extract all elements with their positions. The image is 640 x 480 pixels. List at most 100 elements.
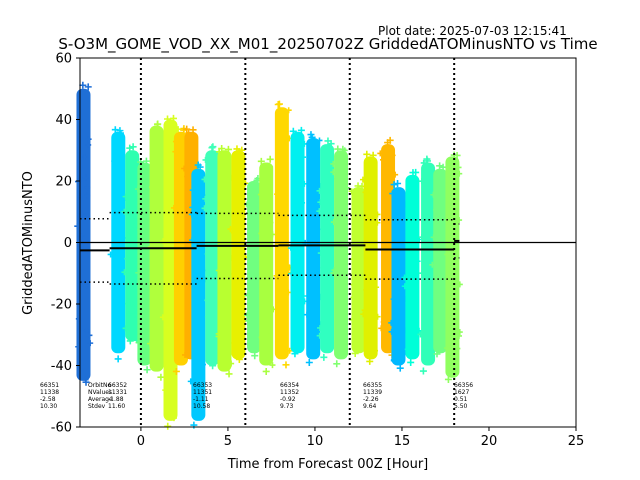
scatter-point bbox=[181, 165, 188, 172]
scatter-swath bbox=[121, 143, 144, 345]
scatter-point bbox=[263, 304, 270, 311]
scatter-point bbox=[239, 168, 246, 175]
scatter-point bbox=[439, 163, 447, 171]
scatter-point bbox=[168, 142, 175, 149]
scatter-point bbox=[228, 360, 235, 367]
swath-core bbox=[247, 181, 262, 354]
scatter-swath bbox=[444, 151, 463, 383]
scatter-point bbox=[126, 337, 134, 345]
scatter-point bbox=[135, 269, 142, 276]
scatter-point bbox=[418, 178, 425, 185]
scatter-point bbox=[230, 229, 237, 236]
stats-label: Average bbox=[88, 396, 113, 403]
orbit-stat-value: -2.58 bbox=[40, 396, 56, 403]
scatter-point bbox=[427, 326, 434, 333]
scatter-point bbox=[185, 129, 192, 136]
scatter-point bbox=[314, 226, 321, 233]
swath-core bbox=[306, 137, 321, 360]
scatter-point bbox=[164, 422, 172, 430]
scatter-point bbox=[446, 313, 453, 320]
swath-core bbox=[76, 88, 91, 381]
scatter-point bbox=[141, 327, 148, 334]
y-tick-label: -60 bbox=[51, 421, 72, 436]
scatter-point bbox=[350, 294, 357, 301]
scatter-point bbox=[338, 154, 345, 161]
scatter-point bbox=[374, 211, 381, 218]
scatter-point bbox=[380, 319, 387, 326]
scatter-point bbox=[172, 148, 179, 155]
scatter-swath bbox=[107, 126, 127, 363]
scatter-point bbox=[453, 151, 461, 159]
scatter-point bbox=[215, 267, 222, 274]
orbit-stat-value: 1627 bbox=[454, 389, 469, 396]
scatter-point bbox=[82, 378, 90, 386]
scatter-point bbox=[349, 256, 356, 263]
scatter-swath bbox=[429, 162, 451, 358]
scatter-point bbox=[173, 311, 180, 318]
scatter-point bbox=[209, 362, 217, 370]
x-tick-label: 5 bbox=[224, 434, 232, 449]
scatter-point bbox=[406, 329, 413, 336]
scatter-point bbox=[196, 163, 204, 171]
scatter-point bbox=[419, 333, 426, 340]
scatter-point bbox=[259, 211, 266, 218]
scatter-point bbox=[414, 258, 421, 265]
scatter-point bbox=[324, 283, 331, 290]
scatter-point bbox=[236, 201, 243, 208]
scatter-point bbox=[427, 209, 434, 216]
scatter-point bbox=[447, 250, 454, 257]
scatter-point bbox=[173, 209, 180, 216]
scatter-point bbox=[336, 301, 343, 308]
scatter-point bbox=[164, 404, 171, 411]
scatter-point bbox=[312, 196, 319, 203]
scatter-point bbox=[394, 179, 402, 187]
swath-core bbox=[351, 187, 366, 354]
scatter-point bbox=[113, 177, 120, 184]
scatter-point bbox=[355, 217, 362, 224]
scatter-point bbox=[409, 216, 416, 223]
scatter-point bbox=[236, 155, 243, 162]
scatter-point bbox=[142, 202, 149, 209]
scatter-point bbox=[135, 339, 142, 346]
scatter-point bbox=[184, 188, 191, 195]
scatter-point bbox=[444, 345, 451, 352]
scatter-point bbox=[303, 311, 310, 318]
scatter-point bbox=[193, 382, 200, 389]
scatter-point bbox=[389, 190, 396, 197]
y-axis: -60 -40 -20 0 20 40 60 bbox=[51, 52, 80, 436]
scatter-point bbox=[266, 155, 274, 163]
scatter-point bbox=[321, 198, 328, 205]
scatter-point bbox=[189, 126, 197, 134]
scatter-point bbox=[118, 153, 125, 160]
scatter-point bbox=[440, 179, 447, 186]
scatter-point bbox=[305, 140, 312, 147]
orbit-stat-value: 66353 bbox=[193, 382, 212, 389]
scatter-point bbox=[204, 250, 211, 257]
scatter-point bbox=[274, 191, 281, 198]
stats-label: OrbitNo bbox=[88, 382, 112, 389]
orbit-stat-value: 11352 bbox=[280, 389, 299, 396]
scatter-point bbox=[386, 158, 393, 165]
scatter-point bbox=[259, 287, 266, 294]
scatter-point bbox=[113, 337, 120, 344]
scatter-point bbox=[433, 303, 440, 310]
scatter-point bbox=[433, 350, 441, 358]
scatter-point bbox=[238, 246, 245, 253]
scatter-point bbox=[424, 287, 431, 294]
scatter-point bbox=[115, 316, 122, 323]
scatter-point bbox=[363, 150, 371, 158]
scatter-point bbox=[324, 177, 331, 184]
scatter-point bbox=[127, 229, 134, 236]
scatter-point bbox=[156, 290, 163, 297]
orbit-stat-value: 11338 bbox=[40, 389, 59, 396]
scatter-swath bbox=[147, 120, 167, 381]
scatter-point bbox=[175, 126, 182, 133]
orbit-stat-value: 66356 bbox=[454, 382, 473, 389]
scatter-point bbox=[396, 364, 404, 372]
scatter-point bbox=[198, 180, 205, 187]
scatter-point bbox=[151, 364, 158, 371]
scatter-point bbox=[430, 191, 437, 198]
scatter-point bbox=[197, 413, 204, 420]
